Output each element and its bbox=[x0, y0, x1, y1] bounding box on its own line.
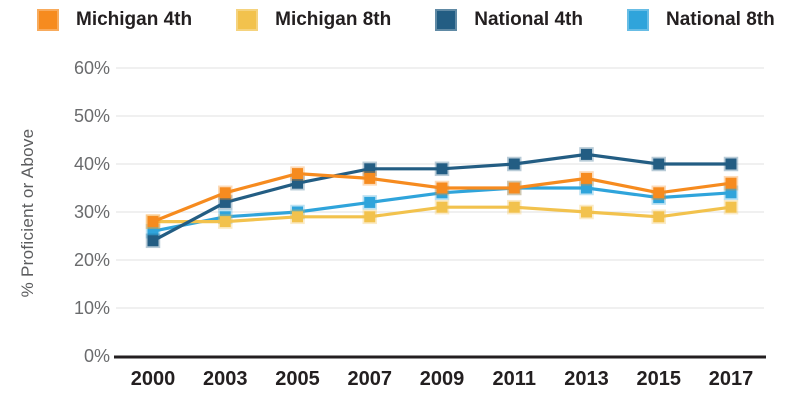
data-point-marker bbox=[723, 156, 739, 172]
x-axis: 2000 2003 2005 2007 2009 2011 2013 2015 2017 bbox=[114, 355, 766, 390]
series-michigan-4th bbox=[145, 166, 739, 229]
y-tick-label: 20% bbox=[74, 250, 110, 270]
x-tick-label: 2000 bbox=[131, 368, 176, 390]
y-axis-title: % Proficient or Above bbox=[18, 129, 37, 298]
legend-item-national-8th: National 8th bbox=[626, 9, 775, 31]
x-tick-label: 2015 bbox=[637, 368, 682, 390]
legend-swatch-national-8th bbox=[626, 9, 649, 31]
legend-item-national-4th: National 4th bbox=[435, 9, 583, 31]
data-point-marker bbox=[651, 185, 666, 201]
data-point-marker bbox=[434, 180, 450, 196]
data-point-marker bbox=[651, 209, 666, 225]
data-point-marker bbox=[362, 209, 377, 225]
legend-swatch-michigan-8th bbox=[236, 9, 259, 31]
series-national-4th bbox=[145, 147, 739, 249]
data-point-marker bbox=[579, 204, 594, 220]
data-point-marker bbox=[507, 180, 522, 196]
series-michigan-8th bbox=[145, 199, 739, 229]
y-tick-label: 10% bbox=[74, 298, 110, 318]
data-point-marker bbox=[290, 209, 305, 225]
y-tick-label: 0% bbox=[84, 346, 110, 366]
data-point-marker bbox=[362, 195, 377, 210]
y-axis: 0% 10% 20% 30% 40% 50% 60% % Proficient or Abov… bbox=[18, 58, 110, 366]
data-point-marker bbox=[507, 199, 522, 215]
data-point-marker bbox=[218, 185, 233, 201]
y-tick-label: 60% bbox=[74, 58, 110, 78]
data-point-marker bbox=[290, 166, 305, 181]
y-tick-label: 30% bbox=[74, 202, 110, 222]
legend-item-michigan-8th: Michigan 8th bbox=[236, 9, 391, 31]
y-tick-label: 50% bbox=[74, 106, 110, 126]
data-point-marker bbox=[145, 233, 161, 249]
x-tick-label: 2005 bbox=[275, 368, 320, 390]
data-point-marker bbox=[579, 147, 594, 162]
data-point-marker bbox=[362, 171, 377, 186]
legend-label: National 4th bbox=[474, 9, 583, 30]
x-tick-label: 2013 bbox=[564, 368, 609, 390]
data-point-marker bbox=[145, 214, 161, 229]
y-tick-label: 40% bbox=[74, 154, 110, 174]
x-tick-label: 2011 bbox=[493, 368, 536, 390]
legend-swatch-national-4th bbox=[435, 9, 458, 31]
x-tick-label: 2009 bbox=[420, 368, 465, 390]
data-point-marker bbox=[218, 214, 233, 229]
data-point-marker bbox=[434, 161, 450, 177]
legend-item-michigan-4th: Michigan 4th bbox=[37, 9, 192, 31]
legend-swatch-michigan-4th bbox=[37, 9, 59, 31]
x-tick-label: 2017 bbox=[709, 368, 754, 390]
data-point-marker bbox=[507, 156, 522, 172]
legend-label: Michigan 8th bbox=[275, 9, 392, 30]
legend-label: National 8th bbox=[665, 9, 775, 30]
data-point-marker bbox=[723, 199, 739, 215]
x-tick-label: 2007 bbox=[348, 368, 393, 390]
x-tick-label: 2003 bbox=[203, 368, 248, 390]
legend-label: Michigan 4th bbox=[76, 9, 193, 30]
data-point-marker bbox=[434, 199, 450, 215]
chart-legend: Michigan 4th Michigan 8th National 4th Nati… bbox=[37, 9, 775, 31]
data-point-marker bbox=[723, 175, 739, 191]
data-point-marker bbox=[651, 156, 666, 172]
data-point-marker bbox=[579, 171, 594, 186]
